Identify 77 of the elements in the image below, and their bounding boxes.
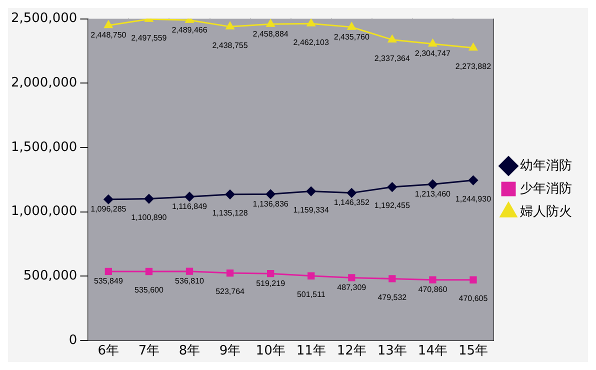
data-label: 1,116,849 [172, 202, 208, 211]
y-tick-label: 1,000,000 [10, 204, 78, 220]
point [470, 276, 477, 284]
data-label: 470,605 [458, 294, 488, 304]
point [306, 18, 316, 26]
data-label: 1,192,455 [374, 201, 411, 210]
data-label: 1,159,334 [293, 205, 330, 214]
point [428, 180, 438, 190]
x-tick-label: 11年 [296, 344, 326, 359]
x-tick-label: 6年 [98, 344, 120, 359]
point [428, 39, 437, 47]
data-label: 2,304,747 [414, 49, 452, 58]
point [347, 22, 356, 30]
x-tick-label: 9年 [219, 344, 241, 359]
point [387, 182, 397, 192]
point [388, 34, 396, 42]
data-label: 2,438,755 [212, 40, 248, 50]
data-label: 501,511 [296, 290, 326, 300]
data-label: 2,435,760 [334, 32, 370, 42]
data-label: 536,810 [175, 276, 205, 286]
y-tick-label: 1,500,000 [10, 140, 78, 155]
y-tick-label: 2,500,000 [10, 11, 78, 26]
x-tick-label: 8年 [178, 344, 200, 359]
data-label: 523,764 [216, 287, 246, 296]
data-label: 535,849 [94, 276, 124, 286]
data-label: 2,497,559 [131, 33, 168, 42]
x-tick-label: 10年 [256, 344, 286, 359]
x-tick-label: 14年 [418, 344, 448, 359]
legend-label: 幼年消防 [520, 158, 572, 174]
x-tick-label: 15年 [458, 344, 488, 359]
point [346, 188, 356, 198]
point [388, 275, 396, 282]
x-tick-label: 12年 [336, 344, 366, 359]
point [226, 22, 234, 30]
data-label: 1,135,128 [212, 208, 248, 218]
data-label: 2,458,884 [252, 29, 289, 38]
point [104, 20, 113, 28]
data-label: 1,244,930 [455, 194, 492, 204]
point [429, 276, 436, 284]
data-label: 519,219 [256, 278, 286, 288]
data-label: 470,860 [418, 285, 448, 294]
x-tick-label: 13年 [377, 344, 407, 359]
point [266, 270, 274, 278]
data-label: 2,462,103 [293, 38, 330, 47]
point [186, 268, 194, 275]
y-tick-label: 500,000 [23, 268, 78, 284]
data-label: 1,096,285 [90, 204, 127, 214]
data-label: 2,448,750 [90, 30, 127, 40]
data-label: 1,136,836 [252, 199, 289, 208]
point [306, 186, 316, 196]
point [468, 176, 478, 185]
data-label: 1,146,352 [334, 198, 370, 208]
y-tick-label: 0 [68, 332, 78, 348]
legend-label: 少年消防 [520, 181, 572, 196]
data-label: 479,532 [378, 292, 408, 302]
point [225, 190, 235, 200]
legend-label: 婦人防火 [520, 204, 572, 220]
data-label: 487,309 [337, 282, 367, 292]
data-label: 2,337,364 [374, 54, 411, 63]
point [104, 268, 112, 276]
data-label: 535,600 [134, 286, 164, 295]
point [266, 19, 275, 27]
point [184, 192, 194, 202]
data-label: 2,273,882 [455, 62, 492, 72]
data-label: 1,213,460 [414, 190, 452, 199]
point [308, 272, 315, 280]
point [145, 268, 153, 276]
point [348, 274, 356, 282]
y-tick-label: 2,000,000 [10, 75, 78, 90]
x-tick-label: 7年 [138, 344, 160, 359]
data-label: 2,489,466 [172, 25, 208, 34]
point [144, 194, 154, 204]
point [266, 189, 276, 199]
point [104, 194, 114, 204]
point [226, 269, 234, 277]
point [469, 43, 478, 51]
data-label: 1,100,890 [131, 212, 168, 222]
